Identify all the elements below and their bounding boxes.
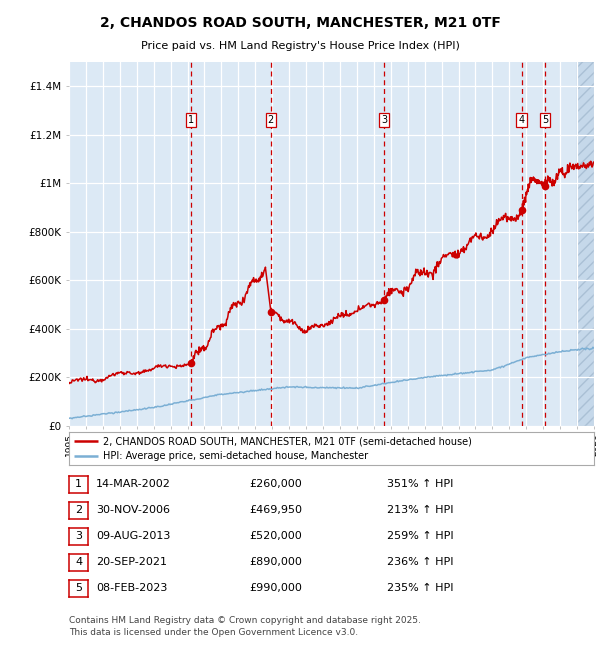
- Text: £260,000: £260,000: [249, 479, 302, 489]
- Text: £469,950: £469,950: [249, 505, 302, 515]
- Text: 4: 4: [518, 115, 524, 125]
- Text: 14-MAR-2002: 14-MAR-2002: [96, 479, 171, 489]
- Text: Contains HM Land Registry data © Crown copyright and database right 2025.
This d: Contains HM Land Registry data © Crown c…: [69, 616, 421, 637]
- Text: HPI: Average price, semi-detached house, Manchester: HPI: Average price, semi-detached house,…: [103, 451, 368, 461]
- Text: 30-NOV-2006: 30-NOV-2006: [96, 505, 170, 515]
- Bar: [577, 62, 594, 426]
- Text: 351% ↑ HPI: 351% ↑ HPI: [387, 479, 454, 489]
- Text: 5: 5: [542, 115, 548, 125]
- Text: 259% ↑ HPI: 259% ↑ HPI: [387, 531, 454, 541]
- Text: 236% ↑ HPI: 236% ↑ HPI: [387, 557, 454, 567]
- Text: 5: 5: [75, 583, 82, 593]
- Text: £990,000: £990,000: [249, 583, 302, 593]
- Text: 2: 2: [75, 505, 82, 515]
- Text: 3: 3: [381, 115, 387, 125]
- Text: £520,000: £520,000: [249, 531, 302, 541]
- Text: Price paid vs. HM Land Registry's House Price Index (HPI): Price paid vs. HM Land Registry's House …: [140, 41, 460, 51]
- Text: 1: 1: [188, 115, 194, 125]
- Text: 235% ↑ HPI: 235% ↑ HPI: [387, 583, 454, 593]
- Text: 213% ↑ HPI: 213% ↑ HPI: [387, 505, 454, 515]
- Text: £890,000: £890,000: [249, 557, 302, 567]
- Text: 09-AUG-2013: 09-AUG-2013: [96, 531, 170, 541]
- Text: 1: 1: [75, 479, 82, 489]
- Text: 20-SEP-2021: 20-SEP-2021: [96, 557, 167, 567]
- Text: 3: 3: [75, 531, 82, 541]
- Text: 2, CHANDOS ROAD SOUTH, MANCHESTER, M21 0TF (semi-detached house): 2, CHANDOS ROAD SOUTH, MANCHESTER, M21 0…: [103, 436, 472, 446]
- Text: 4: 4: [75, 557, 82, 567]
- Text: 08-FEB-2023: 08-FEB-2023: [96, 583, 167, 593]
- Text: 2, CHANDOS ROAD SOUTH, MANCHESTER, M21 0TF: 2, CHANDOS ROAD SOUTH, MANCHESTER, M21 0…: [100, 16, 500, 31]
- Text: 2: 2: [268, 115, 274, 125]
